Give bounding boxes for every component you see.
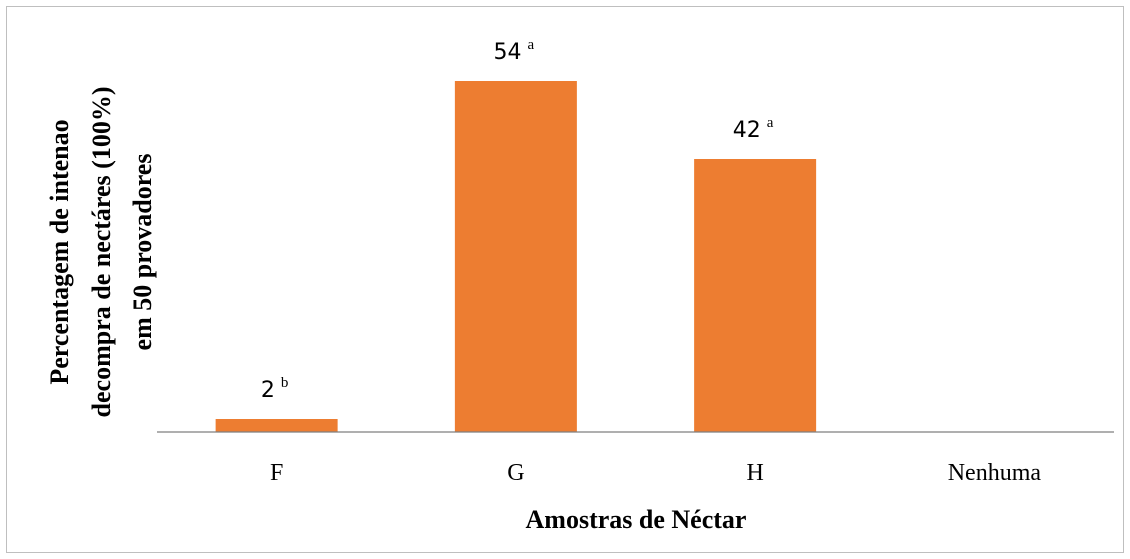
data-label-g: 54 a: [494, 37, 535, 65]
x-tick-labels: F G H Nenhuma: [270, 460, 1041, 486]
x-tick-label-nenhuma: Nenhuma: [948, 460, 1042, 486]
data-labels-layer: 2 b 54 a 42 a: [261, 37, 774, 403]
bar-f: [215, 419, 338, 432]
x-tick-label-f: F: [270, 460, 283, 486]
y-axis-title-line-3: em 50 provadores: [128, 154, 157, 351]
data-label-h: 42 a: [733, 115, 774, 143]
bar-g: [454, 81, 577, 432]
y-axis-title-line-2: decompra de nectáres (100%): [87, 87, 116, 418]
bars-layer: [215, 81, 817, 432]
bar-h: [694, 159, 817, 432]
x-tick-label-h: H: [746, 460, 763, 486]
x-tick-label-g: G: [507, 460, 524, 486]
x-axis-title: Amostras de Néctar: [526, 505, 747, 534]
y-axis-title: Percentagem de intenao decompra de nectá…: [45, 87, 157, 418]
y-axis-title-line-1: Percentagem de intenao: [45, 119, 74, 384]
